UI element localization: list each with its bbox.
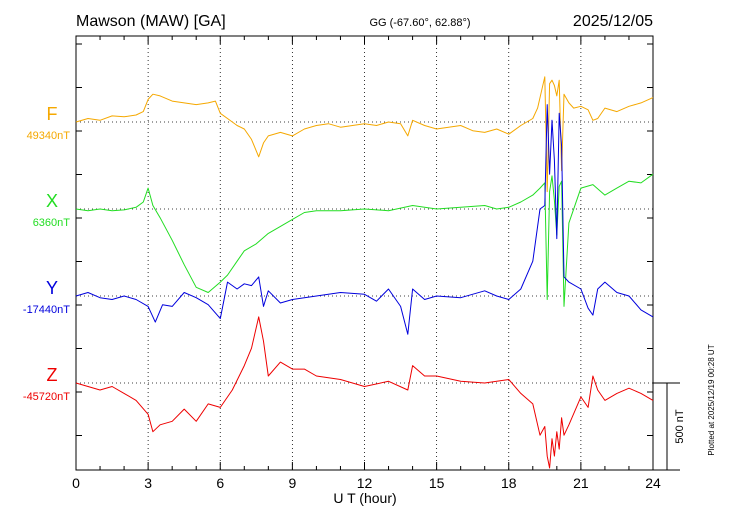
station-coordinates: GG (-67.60°, 62.88°) (369, 17, 470, 29)
scale-bar-label: 500 nT (674, 409, 686, 444)
series-baseline-z: -45720nT (23, 391, 70, 403)
series-label-y: Y (46, 278, 58, 298)
plotted-at-note: Plotted at 2025/12/19 00:28 UT (707, 344, 716, 455)
x-tick-label: 15 (429, 475, 445, 491)
series-baseline-f: 49340nT (27, 130, 71, 142)
series-line-f (75, 76, 654, 193)
x-tick-label: 24 (645, 475, 661, 491)
series-label-f: F (47, 104, 58, 124)
series-baseline-x: 6360nT (33, 217, 71, 229)
series-line-x (75, 173, 654, 307)
x-tick-label: 18 (501, 475, 517, 491)
series-line-y (75, 104, 654, 335)
series-line-z (75, 316, 654, 469)
series-label-x: X (46, 191, 58, 211)
x-tick-label: 3 (144, 475, 152, 491)
x-tick-label: 21 (573, 475, 589, 491)
x-axis-label: U T (hour) (333, 490, 396, 506)
x-tick-label: 6 (216, 475, 224, 491)
chart-title: Mawson (MAW) [GA] (76, 13, 226, 30)
series-baseline-y: -17440nT (23, 304, 70, 316)
x-tick-label: 0 (72, 475, 80, 491)
x-tick-label: 12 (357, 475, 373, 491)
series-label-z: Z (47, 365, 58, 385)
x-tick-label: 9 (288, 475, 296, 491)
chart-date: 2025/12/05 (573, 13, 653, 30)
